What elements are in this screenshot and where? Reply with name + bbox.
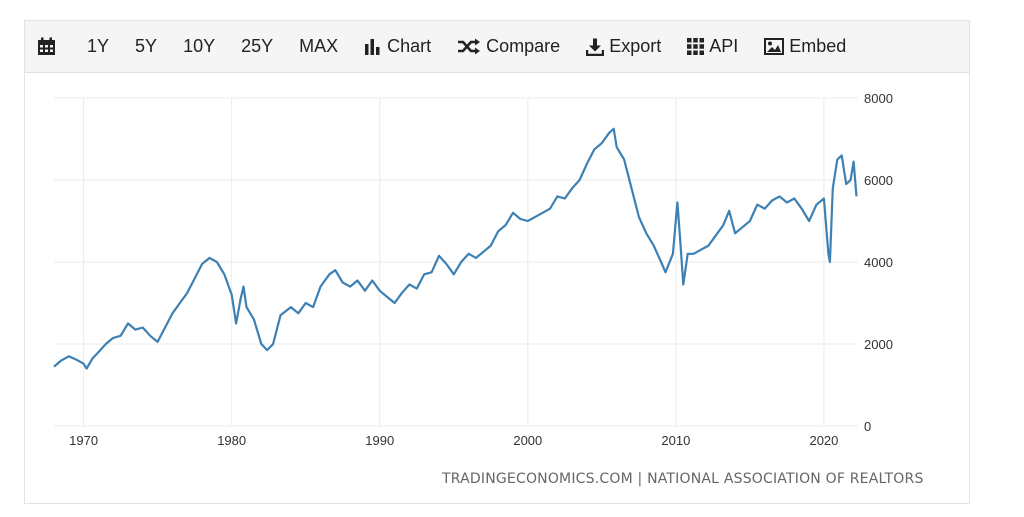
export-label: Export bbox=[609, 36, 662, 56]
x-tick-label: 1990 bbox=[365, 433, 394, 448]
y-tick-label: 8000 bbox=[864, 91, 893, 106]
x-tick-label: 2000 bbox=[513, 433, 542, 448]
grid-icon bbox=[687, 38, 705, 55]
compare-label: Compare bbox=[486, 36, 561, 56]
api-label: API bbox=[709, 36, 739, 56]
download-icon bbox=[586, 38, 605, 56]
y-tick-label: 0 bbox=[864, 419, 871, 434]
chart-type-label: Chart bbox=[387, 36, 432, 56]
chart-type-button[interactable]: Chart bbox=[364, 21, 431, 73]
shuffle-icon bbox=[458, 38, 481, 55]
y-tick-label: 4000 bbox=[864, 255, 893, 270]
range-1y-label: 1Y bbox=[87, 36, 110, 56]
series-line bbox=[53, 127, 858, 370]
x-tick-label: 1980 bbox=[217, 433, 246, 448]
x-tick-label: 1970 bbox=[69, 433, 98, 448]
range-5y-button[interactable]: 5Y bbox=[135, 21, 157, 73]
range-10y-label: 10Y bbox=[183, 36, 216, 56]
api-button[interactable]: API bbox=[687, 21, 738, 73]
range-1y-button[interactable]: 1Y bbox=[87, 21, 109, 73]
embed-label: Embed bbox=[789, 36, 847, 56]
range-25y-button[interactable]: 25Y bbox=[241, 21, 273, 73]
range-25y-label: 25Y bbox=[241, 36, 274, 56]
range-max-button[interactable]: MAX bbox=[299, 21, 338, 73]
x-tick-label: 2020 bbox=[809, 433, 838, 448]
calendar-button[interactable] bbox=[37, 21, 61, 73]
range-max-label: MAX bbox=[299, 36, 339, 56]
x-tick-label: 2010 bbox=[661, 433, 690, 448]
range-10y-button[interactable]: 10Y bbox=[183, 21, 215, 73]
bar-chart-icon bbox=[365, 39, 380, 55]
range-5y-label: 5Y bbox=[135, 36, 158, 56]
y-tick-label: 6000 bbox=[864, 173, 893, 188]
y-tick-label: 2000 bbox=[864, 337, 893, 352]
compare-button[interactable]: Compare bbox=[457, 21, 560, 73]
calendar-icon bbox=[38, 37, 55, 55]
embed-button[interactable]: Embed bbox=[764, 21, 846, 73]
source-credit: TRADINGECONOMICS.COM | NATIONAL ASSOCIAT… bbox=[442, 471, 924, 487]
export-button[interactable]: Export bbox=[586, 21, 661, 73]
image-icon bbox=[764, 38, 785, 55]
toolbar: 1Y 5Y 10Y 25Y MAX Chart Compare bbox=[25, 21, 969, 73]
